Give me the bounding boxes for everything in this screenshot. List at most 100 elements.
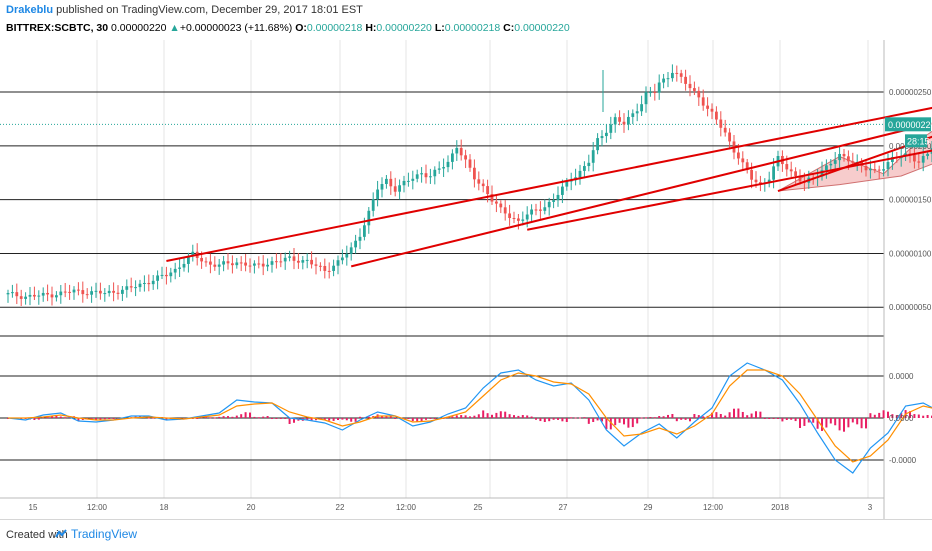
- candle: [437, 168, 441, 170]
- candle: [279, 261, 283, 263]
- candle: [547, 201, 551, 208]
- histogram-bar: [46, 417, 49, 419]
- histogram-bar: [455, 415, 458, 418]
- price-chart[interactable]: 0.000002500.000002000.000001500.00000100…: [0, 40, 932, 519]
- candle: [204, 261, 208, 263]
- symbol-label[interactable]: BITTREX:SCBTC, 30: [6, 22, 109, 34]
- macd-tick-label: -0.0000: [889, 456, 917, 465]
- candle: [530, 209, 533, 215]
- candle: [525, 214, 529, 220]
- candle: [314, 264, 318, 266]
- histogram-bar: [900, 413, 903, 418]
- candle: [728, 132, 731, 142]
- tradingview-logo[interactable]: TradingView: [54, 527, 137, 541]
- candle: [37, 295, 41, 297]
- candle: [627, 116, 630, 125]
- candle: [873, 169, 877, 171]
- histogram-bar: [763, 418, 766, 419]
- low-label: L:: [434, 22, 445, 34]
- histogram-bar: [108, 418, 111, 419]
- histogram-bar: [337, 418, 339, 421]
- histogram-bar: [733, 408, 735, 418]
- candle: [635, 111, 639, 114]
- candle: [552, 200, 555, 202]
- candle: [842, 153, 846, 157]
- histogram-bar: [592, 418, 595, 422]
- histogram-bar: [702, 416, 705, 418]
- candle: [336, 260, 340, 266]
- time-tick-label: 12:00: [703, 503, 724, 512]
- trendline[interactable]: [777, 114, 932, 192]
- candle: [468, 159, 472, 168]
- candle: [429, 176, 432, 178]
- candle: [11, 292, 14, 294]
- histogram-bar: [420, 418, 423, 422]
- candle: [882, 169, 885, 171]
- candle: [257, 263, 261, 265]
- candle: [459, 147, 463, 156]
- candle: [261, 263, 265, 267]
- candle: [750, 169, 753, 180]
- candle: [917, 161, 921, 163]
- up-arrow-icon: ▲: [169, 22, 180, 34]
- trendline[interactable]: [166, 68, 932, 262]
- candle: [33, 294, 36, 297]
- candle: [248, 265, 252, 267]
- price-tick-label: 0.00000100: [889, 249, 932, 258]
- footer: Created with TradingView: [0, 519, 932, 551]
- histogram-bar: [794, 418, 797, 422]
- candle: [451, 153, 454, 162]
- candle: [820, 170, 824, 177]
- candle: [235, 262, 239, 266]
- time-tick-label: 12:00: [87, 503, 108, 512]
- histogram-bar: [213, 417, 216, 419]
- histogram-bar: [807, 418, 810, 423]
- trendline[interactable]: [350, 80, 932, 268]
- histogram-bar: [579, 417, 581, 419]
- histogram-bar: [328, 418, 331, 421]
- histogram-bar: [266, 416, 269, 418]
- countdown-label: 28:15: [907, 136, 930, 146]
- candle: [583, 166, 586, 171]
- histogram-bar: [618, 418, 621, 423]
- histogram-bar: [147, 417, 150, 419]
- candle: [789, 169, 793, 172]
- candle: [838, 153, 841, 161]
- histogram-bar: [460, 415, 463, 418]
- candle: [411, 178, 415, 181]
- time-tick-label: 12:00: [396, 503, 417, 512]
- created-with-text: Created with: [6, 529, 68, 541]
- time-tick-label: 3: [868, 503, 873, 512]
- histogram-bar: [658, 416, 661, 418]
- candle: [869, 169, 872, 171]
- candle: [231, 263, 234, 266]
- candle: [605, 132, 608, 137]
- histogram-bar: [103, 418, 106, 420]
- candle: [160, 274, 164, 276]
- candle: [389, 178, 393, 187]
- histogram-bar: [741, 411, 744, 418]
- candle: [191, 251, 195, 257]
- candle: [565, 181, 569, 187]
- histogram-bar: [429, 418, 432, 419]
- time-tick-label: 25: [474, 503, 483, 512]
- histogram-bar: [262, 416, 265, 418]
- signal-line: [8, 369, 932, 463]
- candle: [913, 154, 916, 162]
- candle: [292, 256, 296, 261]
- candle: [596, 138, 599, 151]
- histogram-bar: [411, 418, 414, 422]
- histogram-bar: [772, 418, 775, 419]
- author-link[interactable]: Drakeblu: [6, 4, 54, 16]
- histogram-bar: [816, 418, 819, 429]
- candle: [649, 92, 652, 94]
- macd-layer: [7, 362, 932, 474]
- ohlc-legend: BITTREX:SCBTC, 30 0.00000220 ▲+0.0000002…: [6, 22, 570, 34]
- candle: [490, 194, 494, 202]
- histogram-bar: [77, 418, 80, 421]
- trendline[interactable]: [527, 101, 932, 231]
- histogram-bar: [253, 416, 256, 418]
- histogram-bar: [306, 418, 309, 421]
- histogram-bar: [557, 418, 559, 420]
- histogram-bar: [279, 418, 282, 419]
